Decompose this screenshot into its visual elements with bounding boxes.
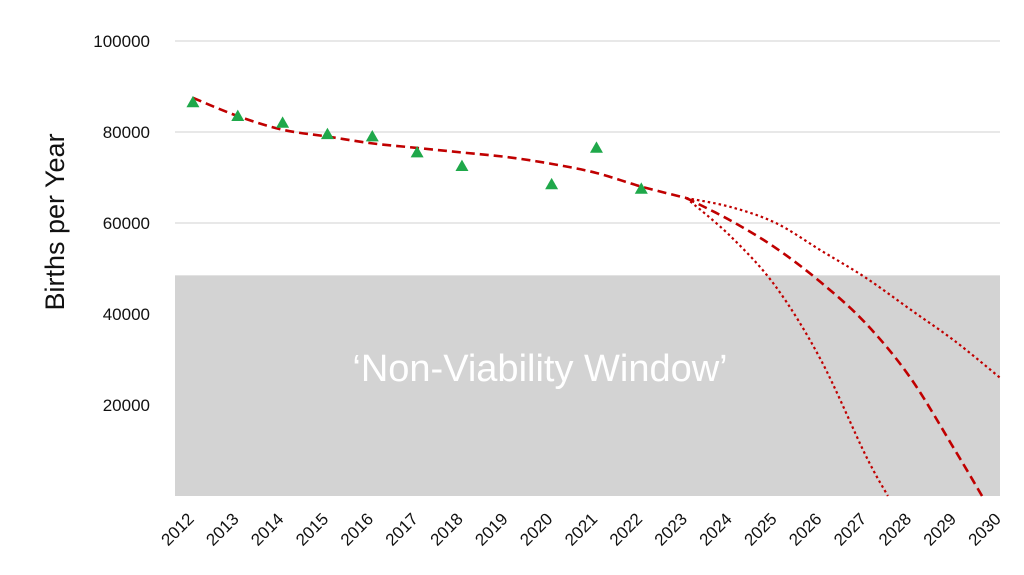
y-axis-label: Births per Year: [40, 133, 70, 310]
trend-lines: [192, 96, 1001, 497]
data-point: [276, 116, 290, 128]
y-axis-ticks: 20000 40000 60000 80000 100000: [93, 32, 150, 415]
data-point: [320, 127, 334, 140]
x-tick-label: 2019: [471, 509, 511, 549]
x-tick-label: 2018: [427, 509, 467, 549]
projection-line-1: [685, 196, 1001, 379]
y-tick-label: 40000: [103, 305, 150, 324]
x-tick-label: 2014: [247, 509, 287, 549]
x-tick-label: 2021: [561, 509, 601, 549]
x-tick-label: 2012: [158, 509, 198, 549]
data-point: [231, 109, 245, 121]
x-tick-label: 2030: [965, 509, 1005, 549]
data-point: [589, 141, 603, 153]
x-tick-label: 2015: [292, 509, 332, 549]
data-point: [455, 159, 469, 171]
x-tick-label: 2026: [785, 509, 825, 549]
x-tick-label: 2016: [337, 509, 377, 549]
x-tick-label: 2028: [875, 509, 915, 549]
x-axis-ticks: 2012 2013 2014 2015 2016 2017 2018 2019 2020 2021…: [158, 509, 1005, 549]
x-tick-label: 2029: [920, 509, 960, 549]
y-tick-label: 80000: [103, 123, 150, 142]
y-tick-label: 100000: [93, 32, 150, 51]
x-tick-label: 2027: [830, 509, 870, 549]
data-point: [545, 177, 559, 190]
projection-line-2: [685, 196, 984, 497]
non-viability-window-region: [175, 275, 1000, 496]
y-tick-label: 20000: [103, 396, 150, 415]
y-tick-label: 60000: [103, 214, 150, 233]
x-tick-label: 2024: [696, 509, 736, 549]
x-tick-label: 2025: [740, 509, 780, 549]
data-point: [186, 95, 200, 108]
data-point: [365, 130, 379, 142]
x-tick-label: 2013: [202, 509, 242, 549]
observed-points: [186, 95, 648, 194]
x-tick-label: 2020: [516, 509, 556, 549]
data-point: [410, 145, 424, 158]
x-tick-label: 2023: [651, 509, 691, 549]
trend-fit-line: [192, 96, 687, 200]
x-tick-label: 2017: [382, 509, 422, 549]
x-tick-label: 2022: [606, 509, 646, 549]
non-viability-window-label: ‘Non-Viability Window’: [352, 348, 727, 390]
data-point: [634, 182, 648, 194]
